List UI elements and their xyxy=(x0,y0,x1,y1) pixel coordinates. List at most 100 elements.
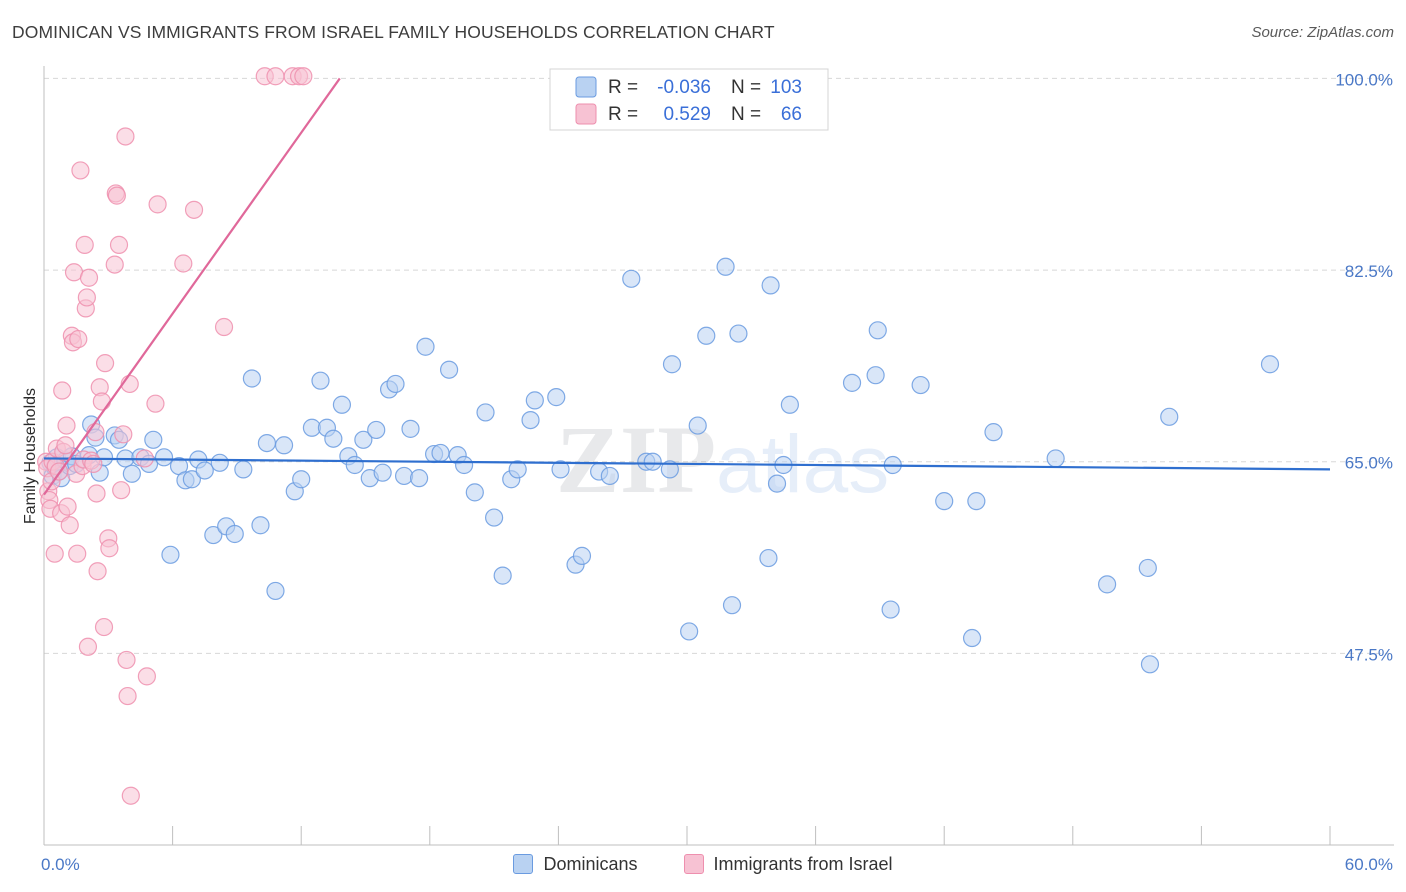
data-point-israel[interactable] xyxy=(184,200,204,219)
data-point-dominican[interactable] xyxy=(454,455,474,475)
data-point-israel[interactable] xyxy=(137,667,156,686)
data-point-dominican[interactable] xyxy=(485,508,504,527)
data-point-dominican[interactable] xyxy=(394,466,414,486)
data-point-dominican[interactable] xyxy=(697,326,716,345)
data-point-dominican[interactable] xyxy=(274,436,294,455)
data-point-dominican[interactable] xyxy=(1140,655,1160,674)
data-point-dominican[interactable] xyxy=(292,470,311,489)
data-point-dominican[interactable] xyxy=(493,566,512,585)
data-point-israel[interactable] xyxy=(77,288,96,307)
data-point-dominican[interactable] xyxy=(780,395,799,414)
data-point-israel[interactable] xyxy=(107,186,126,205)
data-point-dominican[interactable] xyxy=(416,337,435,356)
data-point-dominican[interactable] xyxy=(345,455,364,475)
data-point-dominican[interactable] xyxy=(266,581,285,601)
data-point-israel[interactable] xyxy=(95,354,115,373)
data-point-dominican[interactable] xyxy=(643,452,662,471)
data-point-dominican[interactable] xyxy=(935,492,954,511)
data-point-dominican[interactable] xyxy=(401,419,420,438)
data-point-dominican[interactable] xyxy=(551,460,570,479)
data-point-dominican[interactable] xyxy=(962,628,982,648)
data-point-israel[interactable] xyxy=(146,394,165,413)
data-point-dominican[interactable] xyxy=(508,460,527,479)
data-point-dominican[interactable] xyxy=(367,420,386,440)
data-point-dominican[interactable] xyxy=(660,460,679,479)
data-point-dominican[interactable] xyxy=(465,483,484,502)
data-point-israel[interactable] xyxy=(214,317,234,337)
data-point-israel[interactable] xyxy=(117,650,136,670)
data-point-dominican[interactable] xyxy=(439,360,459,379)
data-point-dominican[interactable] xyxy=(525,391,544,410)
data-point-dominican[interactable] xyxy=(842,373,862,392)
data-point-israel[interactable] xyxy=(121,786,140,805)
data-point-dominican[interactable] xyxy=(1160,407,1179,426)
data-point-israel[interactable] xyxy=(112,481,131,500)
data-point-dominican[interactable] xyxy=(1138,558,1157,578)
data-point-dominican[interactable] xyxy=(911,375,930,395)
data-point-israel[interactable] xyxy=(56,436,75,455)
data-point-dominican[interactable] xyxy=(225,524,244,544)
data-point-dominican[interactable] xyxy=(195,461,214,480)
legend-item-israel[interactable]: Immigrants from Israel xyxy=(683,854,893,875)
data-point-dominican[interactable] xyxy=(182,470,201,489)
data-point-dominican[interactable] xyxy=(547,388,566,407)
data-point-dominican[interactable] xyxy=(154,448,174,467)
data-point-dominican[interactable] xyxy=(759,548,778,568)
data-point-israel[interactable] xyxy=(92,392,111,411)
data-point-dominican[interactable] xyxy=(729,324,748,343)
data-point-dominican[interactable] xyxy=(1260,355,1280,374)
data-point-israel[interactable] xyxy=(53,381,72,400)
data-point-dominican[interactable] xyxy=(967,492,986,511)
data-point-israel[interactable] xyxy=(79,268,99,287)
data-point-dominican[interactable] xyxy=(600,466,619,486)
data-point-dominican[interactable] xyxy=(680,622,699,641)
data-point-dominican[interactable] xyxy=(332,395,352,414)
data-point-israel[interactable] xyxy=(71,161,90,180)
data-point-israel[interactable] xyxy=(294,67,313,86)
data-point-israel[interactable] xyxy=(75,235,94,254)
data-point-dominican[interactable] xyxy=(144,430,163,449)
data-point-israel[interactable] xyxy=(174,254,193,273)
data-point-dominican[interactable] xyxy=(688,416,707,435)
data-point-dominican[interactable] xyxy=(204,525,223,545)
data-point-israel[interactable] xyxy=(266,67,285,86)
data-point-israel[interactable] xyxy=(69,329,88,349)
data-point-dominican[interactable] xyxy=(722,596,742,615)
data-point-dominican[interactable] xyxy=(242,369,262,388)
data-point-dominican[interactable] xyxy=(210,453,229,472)
data-point-israel[interactable] xyxy=(58,497,77,516)
data-point-israel[interactable] xyxy=(87,484,106,503)
data-point-dominican[interactable] xyxy=(622,269,641,288)
data-point-dominican[interactable] xyxy=(572,546,592,565)
data-point-israel[interactable] xyxy=(94,617,114,637)
data-point-dominican[interactable] xyxy=(311,371,330,390)
data-point-dominican[interactable] xyxy=(767,474,787,493)
data-point-israel[interactable] xyxy=(148,195,167,214)
data-point-dominican[interactable] xyxy=(716,257,735,276)
data-point-israel[interactable] xyxy=(105,255,124,274)
data-point-israel[interactable] xyxy=(100,539,119,558)
data-point-dominican[interactable] xyxy=(476,403,495,422)
data-point-dominican[interactable] xyxy=(431,443,450,463)
data-point-israel[interactable] xyxy=(116,127,135,146)
data-point-dominican[interactable] xyxy=(122,464,141,483)
data-point-dominican[interactable] xyxy=(984,423,1003,442)
data-point-dominican[interactable] xyxy=(1046,449,1065,468)
legend-item-dominicans[interactable]: Dominicans xyxy=(513,854,638,875)
data-point-dominican[interactable] xyxy=(257,433,277,453)
data-point-dominican[interactable] xyxy=(409,469,429,488)
data-point-dominican[interactable] xyxy=(161,545,180,564)
data-point-dominican[interactable] xyxy=(373,463,392,482)
data-point-israel[interactable] xyxy=(109,235,129,254)
data-point-dominican[interactable] xyxy=(866,366,885,385)
data-point-dominican[interactable] xyxy=(868,321,887,340)
data-point-israel[interactable] xyxy=(118,686,137,706)
data-point-dominican[interactable] xyxy=(761,276,780,295)
data-point-israel[interactable] xyxy=(60,516,79,535)
data-point-israel[interactable] xyxy=(68,544,87,563)
data-point-dominican[interactable] xyxy=(662,355,682,374)
data-point-dominican[interactable] xyxy=(234,460,253,479)
data-point-israel[interactable] xyxy=(88,562,107,581)
data-point-dominican[interactable] xyxy=(881,600,900,619)
data-point-dominican[interactable] xyxy=(354,430,373,449)
